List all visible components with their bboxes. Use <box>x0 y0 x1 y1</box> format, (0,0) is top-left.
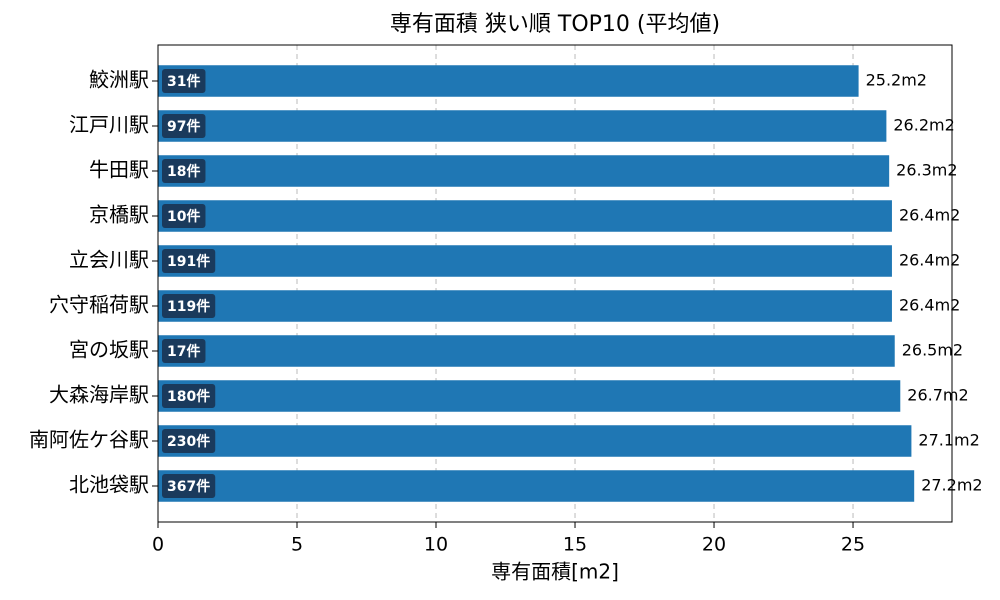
bar <box>158 290 892 322</box>
bar-annotation: 180件 <box>167 388 210 405</box>
y-tick-label: 大森海岸駅 <box>49 383 149 407</box>
x-tick-label: 10 <box>424 534 448 556</box>
x-tick-label: 5 <box>291 534 303 556</box>
bar <box>158 425 912 457</box>
annotation-box <box>162 204 206 228</box>
value-label: 26.4m2 <box>899 206 960 225</box>
annotation-box <box>162 294 216 318</box>
y-tick-label: 宮の坂駅 <box>69 338 149 362</box>
y-tick-label: 立会川駅 <box>69 248 149 272</box>
bar <box>158 470 915 502</box>
y-tick-label: 穴守稲荷駅 <box>49 293 149 317</box>
x-tick-label: 15 <box>563 534 587 556</box>
x-tick-label: 0 <box>152 534 164 556</box>
x-tick-label: 20 <box>702 534 726 556</box>
plot-frame <box>157 44 953 523</box>
y-tick-label: 北池袋駅 <box>69 473 149 497</box>
y-tick-label: 鮫洲駅 <box>89 68 149 92</box>
bar-annotation: 367件 <box>167 478 210 495</box>
value-label: 26.4m2 <box>899 296 960 315</box>
y-tick-label: 牛田駅 <box>89 158 149 182</box>
bar <box>158 200 892 232</box>
y-tick-label: 京橋駅 <box>89 203 149 227</box>
value-label: 26.7m2 <box>907 386 968 405</box>
annotation-box <box>162 249 216 273</box>
bar-annotation: 17件 <box>167 343 200 360</box>
x-axis-label: 専有面積[m2] <box>491 560 619 584</box>
value-label: 25.2m2 <box>866 71 927 90</box>
annotation-box <box>162 159 206 183</box>
bar-annotation: 230件 <box>167 433 210 450</box>
bar-annotation: 18件 <box>167 163 200 180</box>
value-label: 26.2m2 <box>893 116 954 135</box>
bar <box>158 110 887 142</box>
y-tick-label: 南阿佐ケ谷駅 <box>29 428 149 452</box>
annotation-box <box>162 474 216 498</box>
bar <box>158 155 890 187</box>
value-label: 26.5m2 <box>902 341 963 360</box>
annotation-box <box>162 339 206 363</box>
value-label: 27.1m2 <box>918 431 979 450</box>
bar-annotation: 10件 <box>167 208 200 225</box>
bar <box>158 245 892 277</box>
value-label: 26.4m2 <box>899 251 960 270</box>
x-tick-label: 25 <box>841 534 865 556</box>
bar <box>158 380 901 412</box>
value-label: 26.3m2 <box>896 161 957 180</box>
bar-annotation: 119件 <box>167 298 210 315</box>
annotation-box <box>162 69 206 93</box>
bar-annotation: 97件 <box>167 118 200 135</box>
chart-title: 専有面積 狭い順 TOP10 (平均値) <box>390 12 720 37</box>
annotation-box <box>162 384 216 408</box>
bar <box>158 335 895 367</box>
annotation-box <box>162 429 216 453</box>
y-tick-label: 江戸川駅 <box>69 113 149 137</box>
bar-annotation: 191件 <box>167 253 210 270</box>
bar <box>158 65 859 97</box>
bar-annotation: 31件 <box>167 73 200 90</box>
annotation-box <box>162 114 206 138</box>
